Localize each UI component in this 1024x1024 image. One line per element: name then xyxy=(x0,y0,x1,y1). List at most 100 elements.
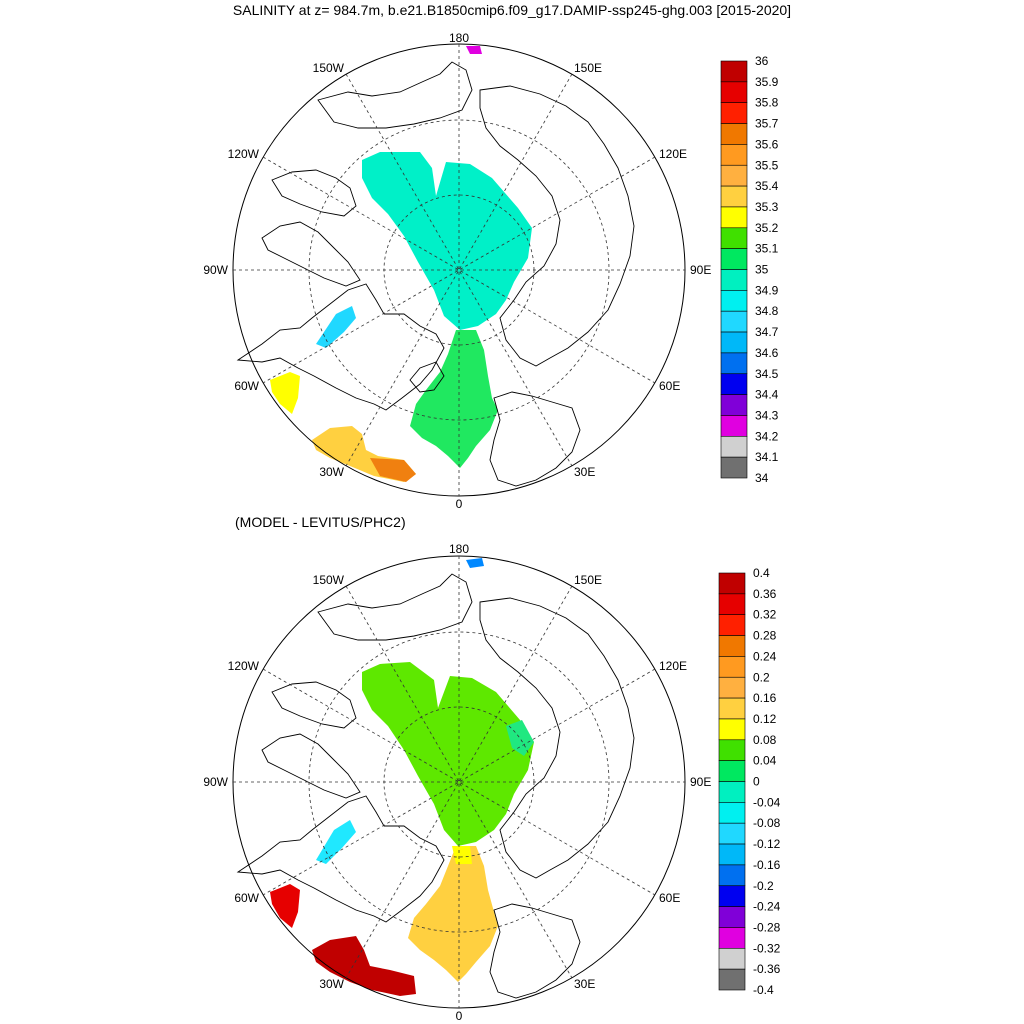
labrador-sea-salinity-field xyxy=(316,306,356,348)
difference-colorbar-tick-label: 0.16 xyxy=(753,691,777,705)
salinity-colorbar-swatch xyxy=(720,81,748,103)
difference-colorbar-swatch xyxy=(718,802,746,824)
salinity-colorbar-tick-label: 34.7 xyxy=(755,325,779,339)
lon-label-90w: 90W xyxy=(203,263,228,277)
difference-colorbar-swatch xyxy=(718,656,746,678)
lon-label-90e: 90E xyxy=(690,775,711,789)
salinity-colorbar-swatch xyxy=(720,394,748,416)
difference-colorbar-tick-label: -0.24 xyxy=(753,900,781,914)
salinity-colorbar-tick-label: 35 xyxy=(755,263,769,277)
difference-colorbar-swatch xyxy=(718,614,746,636)
eurasian-inflow-salinity-field xyxy=(410,330,498,468)
lon-label-120e: 120E xyxy=(659,147,687,161)
nordic-atlantic-difference-field xyxy=(312,936,416,996)
salinity-colorbar-swatch xyxy=(720,60,748,83)
salinity-colorbar-swatch xyxy=(720,352,748,375)
salinity-colorbar-tick-label: 35.6 xyxy=(755,137,779,151)
difference-colorbar-tick-label: 0.32 xyxy=(753,608,777,622)
salinity-colorbar-swatch xyxy=(720,290,748,312)
difference-colorbar-tick-label: -0.08 xyxy=(753,816,781,830)
difference-colorbar-swatch xyxy=(718,843,746,866)
fram-strait-positive-patch xyxy=(452,846,472,864)
salinity-colorbar-swatch xyxy=(720,269,748,291)
salinity-colorbar-tick-label: 35.4 xyxy=(755,179,779,193)
difference-colorbar-swatch xyxy=(718,927,746,949)
salinity-colorbar-tick-label: 34.5 xyxy=(755,367,779,381)
lon-label-30w: 30W xyxy=(319,465,344,479)
lon-label-150w: 150W xyxy=(313,61,345,75)
salinity-colorbar-swatch xyxy=(720,206,748,229)
difference-colorbar-swatch xyxy=(718,635,746,657)
salinity-colorbar-swatch xyxy=(720,456,748,479)
lon-label-180: 180 xyxy=(449,542,469,556)
salinity-colorbar-swatch xyxy=(720,185,748,208)
salinity-colorbar-tick-label: 34.6 xyxy=(755,346,779,360)
salinity-colorbar-tick-label: 36 xyxy=(755,54,769,68)
salinity-colorbar-swatch xyxy=(720,227,748,249)
bering-salinity-field xyxy=(466,46,482,54)
salinity-colorbar-tick-label: 34.3 xyxy=(755,408,779,422)
difference-colorbar-swatch xyxy=(718,864,746,887)
difference-colorbar-tick-label: -0.36 xyxy=(753,962,781,976)
difference-colorbar: 0.4 0.36 0.32 0.28 0.24 0.2 0.16 0.12 0.08 0.04 0 -… xyxy=(718,566,781,997)
difference-colorbar-tick-label: -0.12 xyxy=(753,837,781,851)
salinity-colorbar-swatch xyxy=(720,331,748,354)
difference-subtitle: (MODEL - LEVITUS/PHC2) xyxy=(235,514,406,530)
difference-colorbar-tick-label: -0.4 xyxy=(753,983,774,997)
difference-colorbar-tick-label: 0.36 xyxy=(753,587,777,601)
salinity-colorbar: 36 35.9 35.8 35.7 35.6 35.5 35.4 35.3 35.2 35.1 35… xyxy=(720,54,779,485)
difference-colorbar-tick-label: -0.28 xyxy=(753,920,781,934)
difference-colorbar-swatch xyxy=(718,968,746,991)
lon-label-120w: 120W xyxy=(228,659,260,673)
salinity-colorbar-tick-label: 35.9 xyxy=(755,75,779,89)
lon-label-60e: 60E xyxy=(659,379,680,393)
difference-colorbar-swatch xyxy=(718,885,746,907)
salinity-colorbar-tick-label: 35.8 xyxy=(755,96,779,110)
difference-colorbar-tick-label: -0.16 xyxy=(753,858,781,872)
salinity-colorbar-tick-label: 34 xyxy=(755,471,769,485)
salinity-colorbar-tick-label: 35.7 xyxy=(755,117,779,131)
salinity-colorbar-swatch xyxy=(720,144,748,166)
salinity-colorbar-tick-label: 35.3 xyxy=(755,200,779,214)
lon-label-90w: 90W xyxy=(203,775,228,789)
difference-colorbar-tick-label: -0.2 xyxy=(753,879,774,893)
lon-label-30w: 30W xyxy=(319,977,344,991)
salinity-colorbar-tick-label: 34.4 xyxy=(755,388,779,402)
difference-colorbar-tick-label: -0.04 xyxy=(753,795,781,809)
lon-label-0: 0 xyxy=(456,497,463,511)
salinity-colorbar-swatch xyxy=(720,248,748,270)
arctic-basin-difference-field xyxy=(362,662,534,846)
eurasian-inflow-difference-field xyxy=(408,846,498,982)
salinity-colorbar-tick-label: 35.5 xyxy=(755,158,779,172)
baffin-salinity-field xyxy=(270,372,300,414)
salinity-colorbar-tick-label: 35.2 xyxy=(755,221,779,235)
arctic-near-zero-patch xyxy=(506,720,534,756)
salinity-colorbar-swatch xyxy=(720,310,748,333)
difference-colorbar-tick-label: -0.32 xyxy=(753,941,781,955)
difference-colorbar-tick-label: 0 xyxy=(753,775,760,789)
lon-label-60w: 60W xyxy=(234,891,259,905)
salinity-colorbar-swatch xyxy=(720,123,748,145)
lon-label-30e: 30E xyxy=(574,465,595,479)
lon-label-150e: 150E xyxy=(574,61,602,75)
difference-colorbar-swatch xyxy=(718,718,746,741)
coastlines xyxy=(236,573,635,999)
bering-difference-field xyxy=(466,558,484,568)
salinity-colorbar-tick-label: 34.8 xyxy=(755,304,779,318)
salinity-colorbar-swatch xyxy=(720,164,748,187)
graticule xyxy=(233,556,685,1008)
salinity-colorbar-swatch xyxy=(720,373,748,395)
difference-colorbar-swatch xyxy=(718,906,746,928)
page-title: SALINITY at z= 984.7m, b.e21.B1850cmip6.… xyxy=(232,2,792,18)
salinity-colorbar-tick-label: 34.2 xyxy=(755,429,779,443)
lon-label-90e: 90E xyxy=(690,263,711,277)
lon-label-0: 0 xyxy=(456,1009,463,1023)
salinity-colorbar-swatch xyxy=(720,415,748,437)
salinity-colorbar-swatch xyxy=(720,435,748,458)
difference-colorbar-swatch xyxy=(718,739,746,761)
salinity-colorbar-tick-label: 34.9 xyxy=(755,283,779,297)
baffin-difference-field xyxy=(270,884,300,928)
salinity-colorbar-tick-label: 35.1 xyxy=(755,242,779,256)
labrador-sea-difference-field xyxy=(316,820,356,864)
